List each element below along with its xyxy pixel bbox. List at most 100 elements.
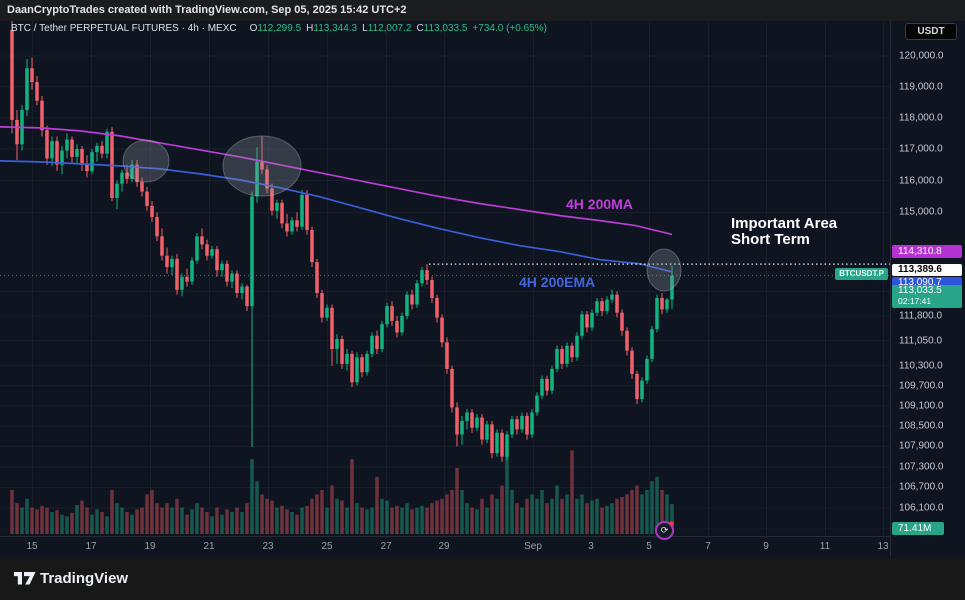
candle-body bbox=[475, 417, 479, 428]
candle-body bbox=[655, 297, 659, 330]
candle-body bbox=[300, 194, 304, 227]
volume-bar bbox=[40, 505, 44, 534]
time-axis-tick: 7 bbox=[705, 541, 711, 552]
volume-bar bbox=[585, 503, 589, 534]
volume-bar bbox=[215, 507, 219, 534]
candle-body bbox=[580, 314, 584, 336]
candle-body bbox=[285, 223, 289, 232]
price-axis-tick: 110,300.0 bbox=[899, 360, 943, 372]
volume-bar bbox=[625, 494, 629, 534]
candle-body bbox=[205, 244, 209, 256]
candle-body bbox=[325, 307, 329, 318]
price-line-symbol-tag: BTCUSDT.P bbox=[835, 268, 888, 280]
change-value: +734.0 (+0.65%) bbox=[472, 23, 547, 34]
volume-bar bbox=[90, 514, 94, 534]
candle-body bbox=[70, 139, 74, 157]
candle-body bbox=[575, 335, 579, 358]
volume-bar bbox=[230, 512, 234, 534]
volume-bar bbox=[125, 512, 129, 534]
notification-dot bbox=[669, 521, 674, 526]
candle-body bbox=[495, 432, 499, 454]
close-label: C bbox=[416, 23, 424, 34]
close-value: 113,033.5 bbox=[423, 23, 468, 34]
candle-body bbox=[80, 148, 84, 165]
candle-body bbox=[185, 276, 189, 282]
volume-bar bbox=[110, 490, 114, 534]
time-axis-tick: 27 bbox=[380, 541, 392, 552]
volume-bar bbox=[130, 514, 134, 534]
time-axis-tick: 9 bbox=[763, 541, 769, 552]
candle-body bbox=[665, 299, 669, 310]
candle-body bbox=[610, 294, 614, 300]
tradingview-logo-icon[interactable] bbox=[14, 571, 36, 586]
candle-body bbox=[640, 380, 644, 400]
tradingview-watermark[interactable]: TradingView bbox=[40, 570, 129, 587]
volume-bar bbox=[395, 505, 399, 534]
high-label: H bbox=[306, 23, 314, 34]
open-value: 112,299.5 bbox=[257, 23, 302, 34]
candle-body bbox=[660, 297, 664, 310]
candlestick-chart[interactable] bbox=[0, 0, 890, 557]
candle-body bbox=[360, 357, 364, 373]
symbol-legend[interactable]: BTC / Tether PERPETUAL FUTURES · 4h · ME… bbox=[11, 23, 547, 34]
candle-body bbox=[75, 148, 79, 157]
candle-body bbox=[270, 188, 274, 211]
price-axis-tick: 119,000.0 bbox=[899, 81, 943, 93]
volume-bar bbox=[545, 503, 549, 534]
volume-bar bbox=[190, 509, 194, 534]
price-axis-tick: 108,500.0 bbox=[899, 420, 944, 432]
volume-bar bbox=[60, 514, 64, 534]
volume-bar bbox=[155, 503, 159, 534]
volume-bar bbox=[600, 507, 604, 534]
time-axis-tick: 21 bbox=[203, 541, 215, 552]
volume-bar bbox=[315, 494, 319, 534]
volume-bar bbox=[570, 450, 574, 534]
candle-body bbox=[255, 161, 259, 197]
ema200-annotation: 4H 200EMA bbox=[519, 274, 596, 290]
volume-bar bbox=[25, 498, 29, 534]
candle-body bbox=[85, 164, 89, 172]
ma200-line bbox=[0, 126, 673, 236]
candle-body bbox=[180, 276, 184, 290]
volume-bar bbox=[55, 510, 59, 534]
volume-bar bbox=[260, 494, 264, 534]
volume-bar bbox=[305, 505, 309, 534]
time-axis-tick: 11 bbox=[819, 541, 831, 552]
volume-bar bbox=[460, 490, 464, 534]
volume-bar bbox=[660, 490, 664, 534]
volume-bar bbox=[225, 509, 229, 534]
time-axis-tick: Sep bbox=[524, 541, 542, 552]
symbol-title[interactable]: BTC / Tether PERPETUAL FUTURES · 4h · ME… bbox=[11, 23, 237, 34]
highlight-ellipse bbox=[122, 139, 170, 183]
volume-bar bbox=[465, 503, 469, 534]
candle-body bbox=[550, 368, 554, 391]
open-label: O bbox=[249, 23, 258, 34]
volume-value-label: 71.41M bbox=[892, 522, 944, 535]
volume-bar bbox=[375, 476, 379, 534]
currency-toggle-button[interactable]: USDT bbox=[905, 23, 957, 40]
price-axis[interactable]: USDT 114,310.8 113,389.6 113,090.7 113,0… bbox=[890, 21, 965, 557]
volume-bar bbox=[95, 509, 99, 534]
note-line-2: Short Term bbox=[731, 231, 810, 248]
time-axis[interactable]: 15 17 19 21 23 25 27 29 Sep 3 5 7 9 11 13 bbox=[0, 536, 890, 558]
candle-body bbox=[595, 301, 599, 313]
volume-bar bbox=[555, 485, 559, 534]
candle-body bbox=[400, 315, 404, 333]
volume-bar bbox=[615, 498, 619, 534]
volume-bar bbox=[650, 481, 654, 534]
candle-body bbox=[585, 314, 589, 328]
volume-bar bbox=[100, 512, 104, 534]
candle-body bbox=[90, 152, 94, 172]
volume-bar bbox=[80, 500, 84, 534]
volume-bar bbox=[335, 498, 339, 534]
price-axis-tick: 109,100.0 bbox=[899, 400, 944, 412]
refresh-icon[interactable]: ⟳ bbox=[655, 521, 674, 540]
candle-body bbox=[650, 329, 654, 359]
candle-body bbox=[490, 424, 494, 454]
volume-bar bbox=[285, 509, 289, 534]
volume-bar bbox=[280, 505, 284, 534]
candle-body bbox=[380, 324, 384, 349]
candle-body bbox=[385, 306, 389, 325]
candle-body bbox=[430, 280, 434, 298]
candle-body bbox=[135, 164, 139, 183]
